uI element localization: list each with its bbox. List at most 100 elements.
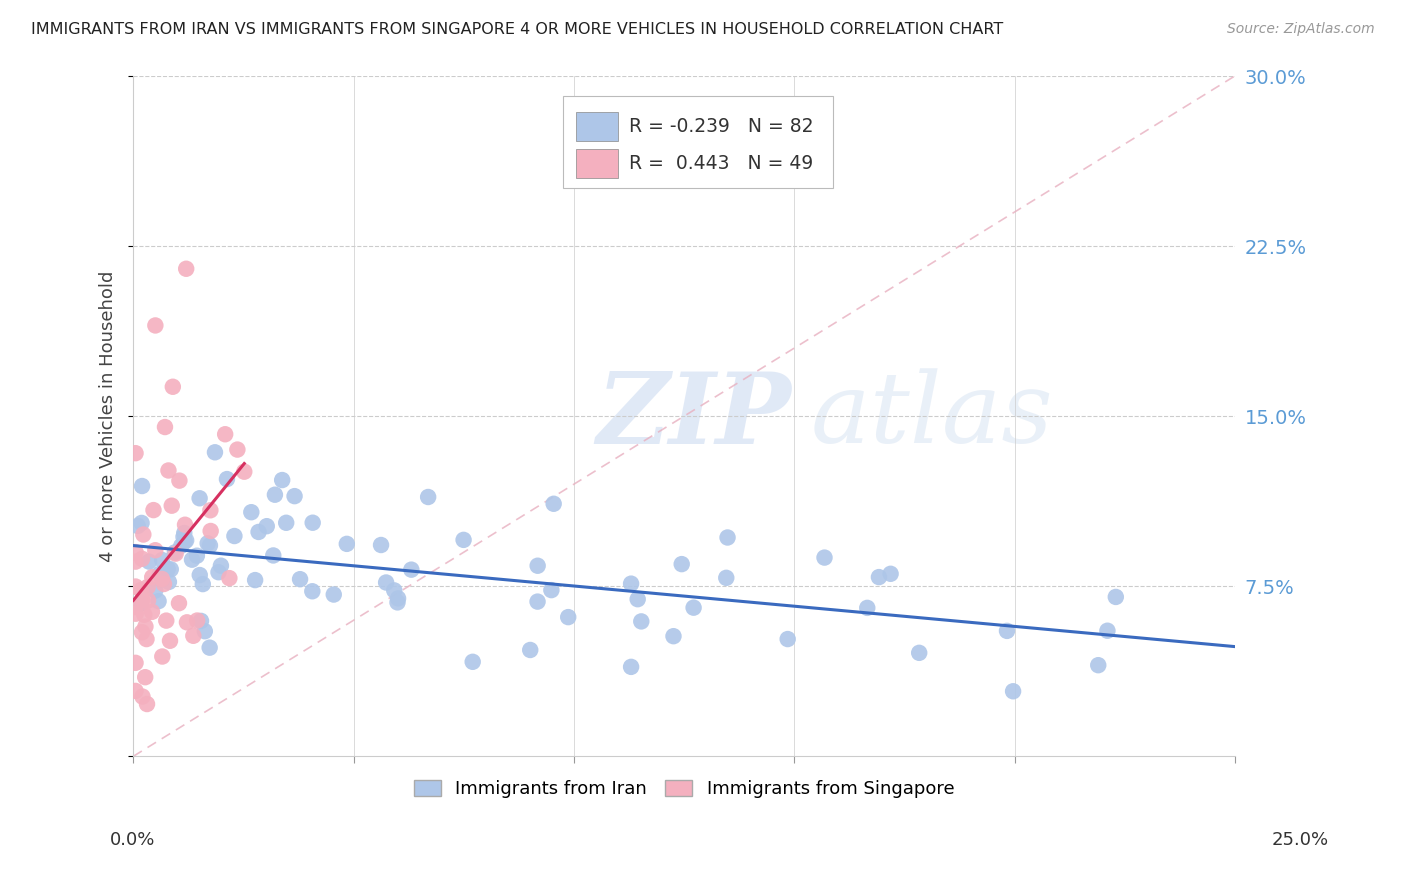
Point: [387, 591, 409, 606]
Point: [129, 582, 152, 597]
Point: [136, 697, 159, 711]
Point: [162, 380, 184, 394]
Point: [150, 572, 173, 586]
Point: [908, 646, 931, 660]
Point: [142, 503, 165, 517]
Y-axis label: 4 or more Vehicles in Household: 4 or more Vehicles in Household: [100, 270, 117, 562]
Point: [186, 614, 208, 628]
Point: [662, 629, 685, 643]
Point: [136, 593, 159, 607]
Point: [125, 607, 148, 621]
Point: [186, 549, 208, 563]
Point: [159, 633, 181, 648]
Point: [191, 577, 214, 591]
Point: [207, 566, 229, 580]
Point: [138, 555, 160, 569]
Point: [526, 594, 548, 608]
Point: [1097, 624, 1119, 638]
Point: [214, 427, 236, 442]
Text: R =  0.443   N = 49: R = 0.443 N = 49: [628, 154, 813, 173]
Point: [1105, 590, 1128, 604]
Point: [630, 615, 652, 629]
Point: [682, 600, 704, 615]
Point: [157, 574, 180, 589]
Point: [401, 563, 423, 577]
Point: [167, 596, 190, 610]
Text: 0.0%: 0.0%: [110, 831, 155, 849]
Point: [131, 516, 153, 530]
Point: [134, 670, 156, 684]
Point: [200, 503, 222, 517]
Point: [131, 625, 153, 640]
Point: [174, 517, 197, 532]
Point: [264, 488, 287, 502]
Point: [198, 640, 221, 655]
Point: [135, 632, 157, 646]
Point: [143, 543, 166, 558]
FancyBboxPatch shape: [576, 112, 619, 141]
Point: [176, 615, 198, 630]
Point: [143, 583, 166, 598]
Point: [160, 499, 183, 513]
Point: [124, 580, 146, 594]
Point: [461, 655, 484, 669]
Point: [370, 538, 392, 552]
Point: [620, 576, 643, 591]
Point: [813, 550, 835, 565]
Point: [188, 491, 211, 506]
Point: [136, 580, 159, 594]
Point: [540, 583, 562, 598]
Point: [243, 573, 266, 587]
Point: [155, 614, 177, 628]
Point: [156, 562, 179, 576]
Point: [284, 489, 307, 503]
Point: [995, 624, 1018, 638]
Text: atlas: atlas: [811, 368, 1053, 464]
Point: [127, 519, 149, 533]
Point: [190, 614, 212, 628]
Point: [173, 526, 195, 541]
Point: [671, 557, 693, 571]
Point: [233, 465, 256, 479]
Point: [716, 531, 738, 545]
Point: [141, 605, 163, 619]
Point: [163, 545, 186, 559]
Point: [557, 610, 579, 624]
Point: [131, 690, 153, 704]
Legend: Immigrants from Iran, Immigrants from Singapore: Immigrants from Iran, Immigrants from Si…: [406, 772, 962, 805]
FancyBboxPatch shape: [562, 96, 832, 188]
Point: [170, 539, 193, 553]
Point: [188, 568, 211, 582]
Point: [174, 533, 197, 548]
Point: [150, 649, 173, 664]
Point: [453, 533, 475, 547]
Point: [148, 594, 170, 608]
Point: [153, 577, 176, 591]
Point: [209, 558, 232, 573]
Point: [519, 643, 541, 657]
Point: [256, 519, 278, 533]
Point: [879, 566, 901, 581]
Point: [165, 547, 187, 561]
Point: [375, 575, 398, 590]
Point: [200, 524, 222, 538]
Point: [173, 530, 195, 544]
Point: [131, 479, 153, 493]
Point: [150, 553, 173, 567]
Point: [247, 524, 270, 539]
Point: [197, 536, 219, 550]
Point: [215, 472, 238, 486]
Point: [159, 562, 181, 576]
Point: [132, 527, 155, 541]
Point: [183, 629, 205, 643]
Point: [218, 571, 240, 585]
Point: [868, 570, 890, 584]
Point: [856, 600, 879, 615]
Text: IMMIGRANTS FROM IRAN VS IMMIGRANTS FROM SINGAPORE 4 OR MORE VEHICLES IN HOUSEHOL: IMMIGRANTS FROM IRAN VS IMMIGRANTS FROM …: [31, 22, 1004, 37]
Point: [194, 624, 217, 639]
Point: [387, 595, 409, 609]
Point: [262, 549, 284, 563]
Point: [198, 539, 221, 553]
Point: [124, 656, 146, 670]
Point: [240, 505, 263, 519]
